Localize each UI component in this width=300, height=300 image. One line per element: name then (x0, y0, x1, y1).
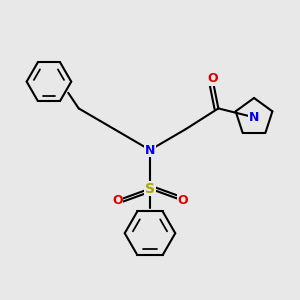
Text: N: N (249, 111, 259, 124)
Text: O: O (112, 194, 123, 207)
Text: O: O (177, 194, 188, 207)
Text: N: N (145, 143, 155, 157)
Text: S: S (145, 182, 155, 196)
Text: O: O (207, 72, 218, 85)
